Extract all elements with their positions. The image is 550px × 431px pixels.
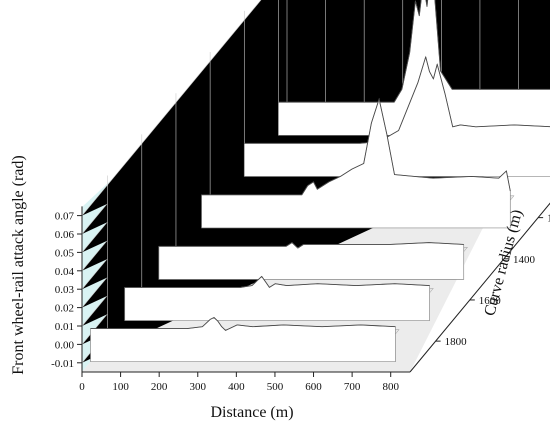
z-grid-line <box>81 0 548 216</box>
series-slab <box>124 275 434 321</box>
y-axis <box>409 202 550 373</box>
z-axis-title: Front wheel-rail attack angle (rad) <box>10 155 27 374</box>
series-slab <box>158 242 469 280</box>
series-slab <box>90 317 400 363</box>
z-tick-label: 0.00 <box>55 339 75 351</box>
x-tick-label: 800 <box>382 381 399 393</box>
z-tick-label: 0.01 <box>55 321 74 333</box>
series-fill <box>158 242 465 280</box>
series-line <box>278 0 550 103</box>
x-tick-label: 0 <box>79 381 85 393</box>
z-tick-label: 0.06 <box>55 229 75 241</box>
series-slab <box>201 97 515 229</box>
z-tick-label: -0.01 <box>51 358 74 370</box>
y-tick-label: 1200 <box>547 213 550 225</box>
axes: -0.01 0.00 0.01 0.02 0.03 0.04 0.05 0.06 0.07 0 10… <box>51 202 550 393</box>
x-tick-label: 300 <box>190 381 207 393</box>
z-tick-label: 0.02 <box>55 303 74 315</box>
x-tick-label: 600 <box>305 381 322 393</box>
series-line <box>90 317 396 331</box>
x-tick-label: 700 <box>344 381 361 393</box>
z-tick-label: 0.03 <box>55 284 75 296</box>
y-tick-label: 1600 <box>479 295 502 307</box>
z-tick-label: 0.05 <box>55 247 75 259</box>
z-tick-label: 0.04 <box>55 266 75 278</box>
x-tick-label: 400 <box>228 381 245 393</box>
x-tick-label: 100 <box>112 381 129 393</box>
z-tick-label: 0.07 <box>55 211 75 223</box>
x-axis-title: Distance (m) <box>210 404 293 421</box>
y-tick-label: 1400 <box>513 254 536 266</box>
x-tick-label: 500 <box>267 381 284 393</box>
series-line <box>201 98 511 196</box>
series-line <box>158 242 464 249</box>
y-tick-label: 1800 <box>445 336 468 348</box>
series-line <box>124 275 430 288</box>
trace-series <box>90 0 550 363</box>
x-tick-label: 200 <box>151 381 168 393</box>
